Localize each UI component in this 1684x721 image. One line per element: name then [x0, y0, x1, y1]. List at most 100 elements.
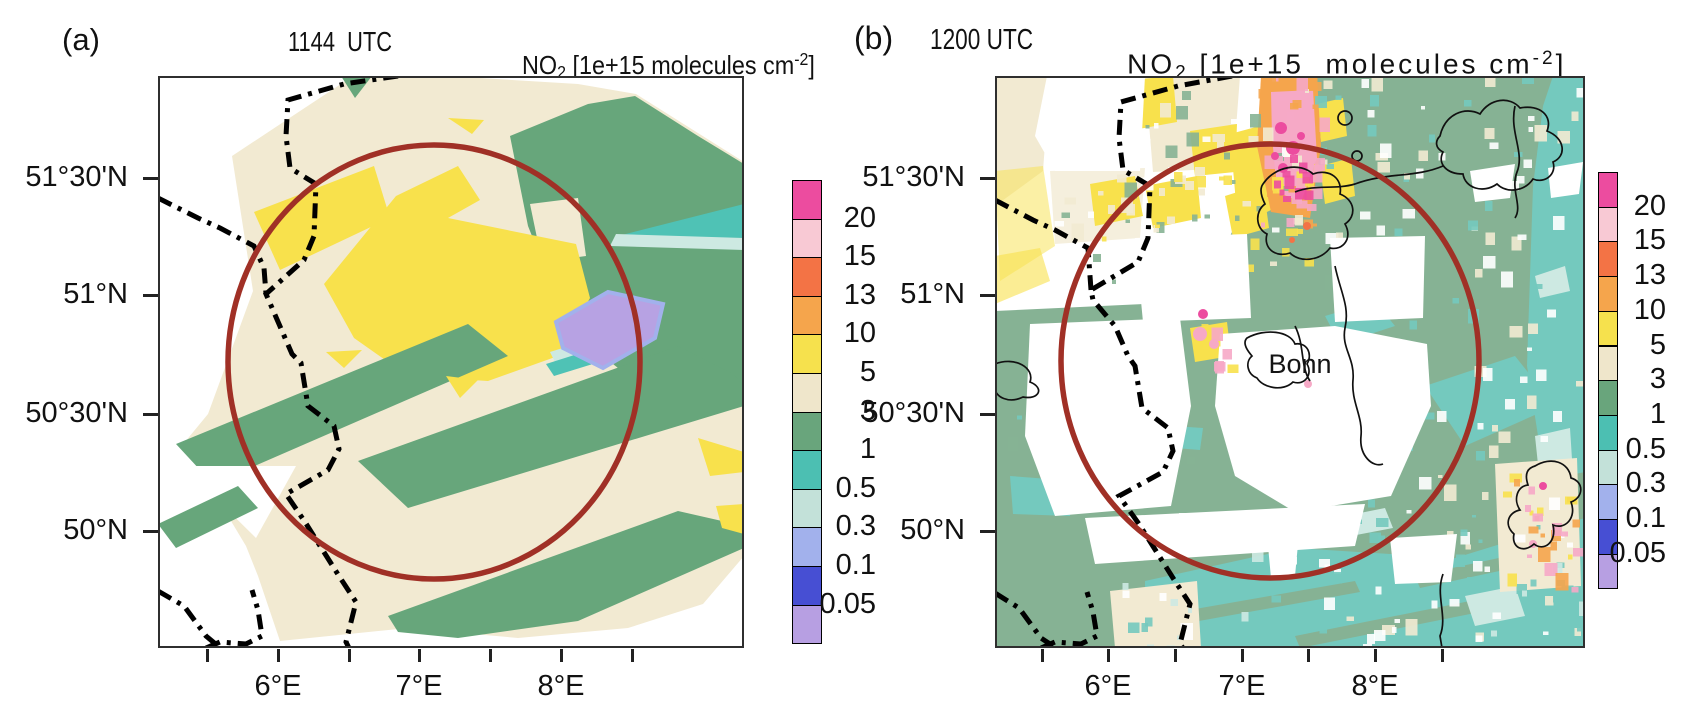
- speckle: [1335, 232, 1344, 243]
- speckle: [1370, 95, 1380, 107]
- lat-label-b: 50°N: [900, 514, 965, 546]
- speckle: [1097, 191, 1104, 196]
- colorbar-label-a: 5: [859, 356, 876, 388]
- speckle: [1284, 175, 1295, 189]
- radius-circle-b: [1058, 141, 1482, 581]
- colorbar-label-a: 20: [843, 201, 876, 234]
- panel-a-index-label: (a): [62, 22, 100, 57]
- speckle: [1375, 517, 1389, 528]
- speckle: [1367, 110, 1375, 118]
- speckle: [1304, 190, 1314, 200]
- colorbar-label-a: 0.1: [835, 549, 876, 581]
- country-border-dashdot-b: [995, 76, 1233, 648]
- speckle: [1087, 211, 1094, 218]
- speckle: [1294, 215, 1304, 226]
- unit-closing-bracket: ]: [1555, 48, 1567, 80]
- lon-label-a: 7°E: [395, 670, 443, 702]
- speckle: [1271, 595, 1282, 603]
- lon-tick-b: [1441, 649, 1444, 662]
- speckle: [1329, 572, 1342, 584]
- lon-tick-b: [1107, 649, 1110, 662]
- speckle: [1142, 139, 1151, 145]
- speckle: [1530, 565, 1544, 580]
- speckle: [1319, 117, 1331, 133]
- lat-tick-b: [980, 530, 995, 533]
- speckle: [1565, 496, 1578, 505]
- speckle: [1367, 634, 1375, 645]
- speckle: [1122, 590, 1130, 599]
- speckle: [1297, 228, 1304, 235]
- speckle: [1444, 484, 1457, 501]
- speckle: [1550, 541, 1558, 551]
- speckle: [1167, 216, 1175, 224]
- speckle: [1223, 175, 1233, 186]
- speckle: [1552, 216, 1565, 230]
- speckle: [1229, 180, 1236, 185]
- speckle: [1250, 238, 1260, 250]
- speckle: [1475, 451, 1485, 461]
- speckle: [1517, 175, 1525, 184]
- speckle: [1290, 155, 1298, 163]
- speckle: [1270, 261, 1277, 267]
- speckle: [1318, 559, 1330, 568]
- lat-label-a: 50°30'N: [25, 397, 128, 429]
- speckle: [1561, 531, 1568, 537]
- speckle: [1526, 395, 1537, 410]
- speckle: [1576, 381, 1585, 387]
- colorbar-segment-a: [792, 488, 822, 529]
- speckle: [1472, 514, 1477, 518]
- speckle: [1522, 590, 1527, 597]
- speckle: [1234, 215, 1240, 221]
- speckle: [1555, 573, 1569, 591]
- speckle: [1266, 190, 1274, 197]
- colorbar-label-b: 10: [1633, 293, 1666, 326]
- speckle: [1528, 526, 1539, 534]
- speckle: [1464, 99, 1472, 107]
- lon-tick-a: [560, 649, 563, 662]
- lat-label-a: 51°30'N: [25, 161, 128, 193]
- speckle: [1556, 302, 1569, 315]
- speckle: [1547, 309, 1557, 318]
- speckle: [1456, 554, 1465, 567]
- speckle: [1460, 531, 1470, 545]
- speckle: [1514, 479, 1520, 487]
- lat-tick-b: [980, 177, 995, 180]
- speckle: [1156, 222, 1165, 234]
- speckle: [1159, 187, 1165, 197]
- lat-tick-a: [143, 294, 158, 297]
- speckle: [1361, 79, 1370, 89]
- speckle: [1425, 412, 1435, 420]
- speckle: [1165, 145, 1178, 158]
- speckle: [1420, 105, 1425, 110]
- colorbar-label-a: 13: [843, 278, 876, 311]
- speckle: [1373, 630, 1386, 642]
- speckle: [1540, 435, 1548, 443]
- radius-circle-a: [225, 142, 643, 582]
- speckle: [1489, 142, 1499, 149]
- speckle: [1523, 159, 1532, 168]
- speckle: [1532, 513, 1543, 522]
- speckle: [1326, 164, 1335, 170]
- speckle: [1507, 573, 1517, 587]
- speckle: [1504, 399, 1515, 410]
- speckle: [1502, 491, 1512, 498]
- speckle: [1449, 599, 1460, 607]
- speckle: [1145, 125, 1150, 129]
- river-and-admin-contours-b: [995, 99, 1582, 648]
- speckle: [1405, 618, 1418, 636]
- speckle: [1184, 181, 1194, 190]
- speckle: [1551, 523, 1562, 536]
- speckle: [1182, 90, 1191, 100]
- speckle: [1500, 271, 1513, 288]
- speckle: [1576, 88, 1585, 98]
- speckle: [1107, 204, 1115, 215]
- speckle: [1312, 223, 1318, 227]
- speckle: [1506, 180, 1520, 191]
- speckle: [1263, 127, 1274, 141]
- speckle: [1230, 118, 1237, 125]
- speckle: [1552, 562, 1563, 575]
- speckle: [1296, 78, 1309, 91]
- speckle: [1282, 170, 1291, 178]
- map-frame-a: [158, 76, 744, 648]
- speckle: [1102, 236, 1107, 242]
